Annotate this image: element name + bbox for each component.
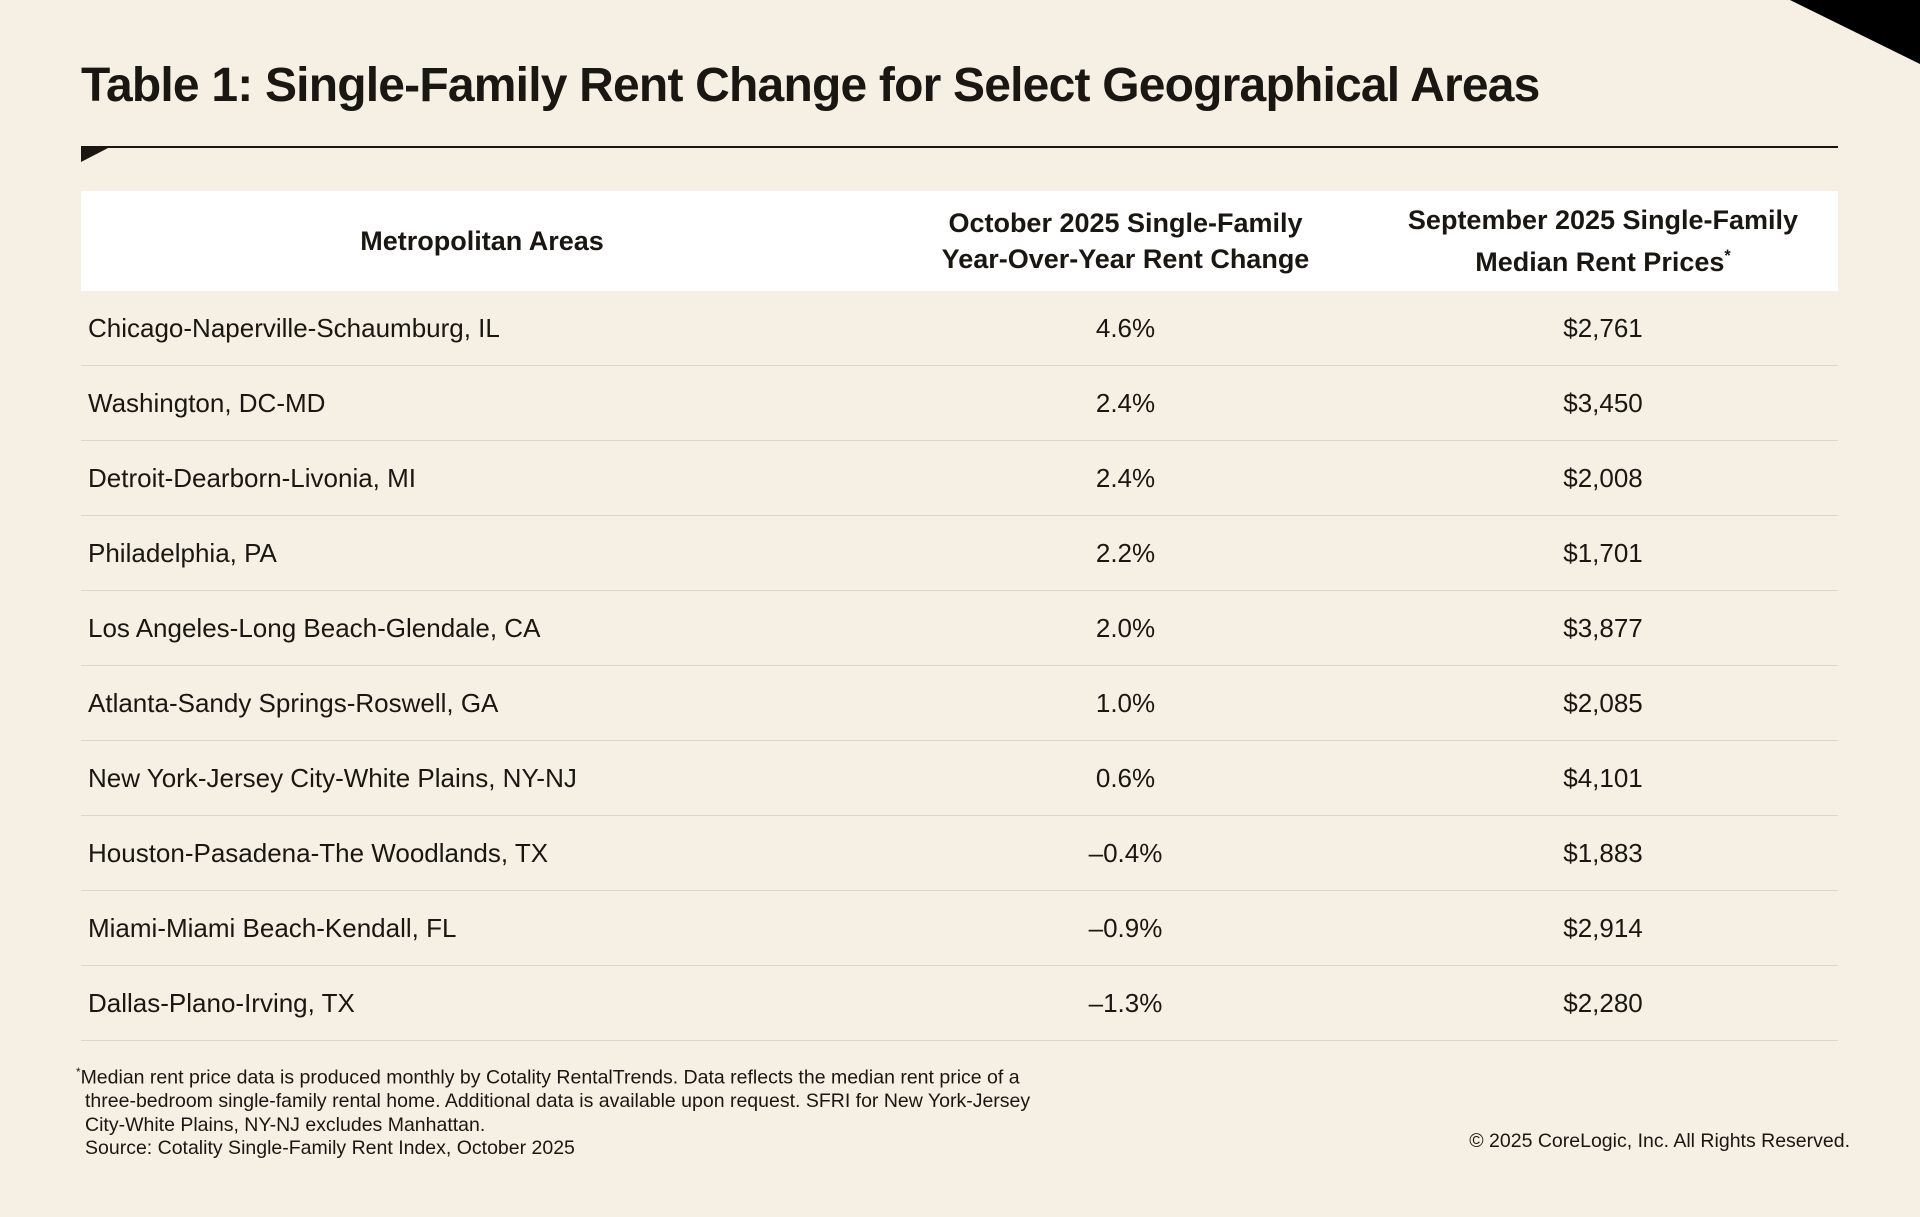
footnote-line: Median rent price data is produced month…: [80, 1066, 1020, 1089]
footnote-line: City-White Plains, NY-NJ excludes Manhat…: [85, 1113, 486, 1136]
copyright: © 2025 CoreLogic, Inc. All Rights Reserv…: [1469, 1130, 1850, 1152]
table-row: Detroit-Dearborn-Livonia, MI 2.4% $2,008: [81, 440, 1838, 516]
median-rent-cell: $3,450: [1368, 365, 1838, 441]
table-row: Los Angeles-Long Beach-Glendale, CA 2.0% $…: [81, 590, 1838, 666]
yoy-change-cell: 0.6%: [883, 740, 1368, 816]
header-yoy-line1: October 2025 Single-Family: [948, 208, 1303, 238]
metro-cell: Los Angeles-Long Beach-Glendale, CA: [81, 590, 883, 666]
header-metro: Metropolitan Areas: [81, 191, 883, 291]
median-rent-cell: $1,883: [1368, 815, 1838, 891]
yoy-change-cell: 2.0%: [883, 590, 1368, 666]
median-rent-cell: $1,701: [1368, 515, 1838, 591]
table-row: Houston-Pasadena-The Woodlands, TX –0.4% $…: [81, 815, 1838, 891]
header-median-line2: Median Rent Prices: [1475, 247, 1725, 277]
metro-cell: Detroit-Dearborn-Livonia, MI: [81, 440, 883, 516]
median-rent-cell: $2,914: [1368, 890, 1838, 966]
table-row: Atlanta-Sandy Springs-Roswell, GA 1.0% $2,…: [81, 665, 1838, 741]
yoy-change-cell: –0.9%: [883, 890, 1368, 966]
metro-cell: Washington, DC-MD: [81, 365, 883, 441]
table-row: Chicago-Naperville-Schaumburg, IL 4.6% $2,…: [81, 291, 1838, 366]
median-rent-cell: $2,085: [1368, 665, 1838, 741]
metro-cell: Houston-Pasadena-The Woodlands, TX: [81, 815, 883, 891]
median-rent-cell: $2,280: [1368, 965, 1838, 1041]
rent-table: Metropolitan Areas October 2025 Single-F…: [81, 191, 1838, 1041]
metro-cell: Chicago-Naperville-Schaumburg, IL: [81, 291, 883, 366]
divider-wedge: [81, 147, 110, 162]
footnote-marker: *: [1724, 247, 1731, 265]
yoy-change-cell: 2.2%: [883, 515, 1368, 591]
source-note: Source: Cotality Single-Family Rent Inde…: [85, 1137, 575, 1159]
header-row: Metropolitan Areas October 2025 Single-F…: [81, 191, 1838, 291]
metro-cell: Philadelphia, PA: [81, 515, 883, 591]
corner-decoration: [1790, 0, 1920, 64]
footnote: *Median rent price data is produced mont…: [76, 1061, 1030, 1161]
metro-cell: New York-Jersey City-White Plains, NY-NJ: [81, 740, 883, 816]
table-row: Philadelphia, PA 2.2% $1,701: [81, 515, 1838, 591]
header-median: September 2025 Single-Family Median Rent …: [1368, 191, 1838, 291]
yoy-change-cell: 4.6%: [883, 291, 1368, 366]
metro-cell: Atlanta-Sandy Springs-Roswell, GA: [81, 665, 883, 741]
table-row: New York-Jersey City-White Plains, NY-NJ…: [81, 740, 1838, 816]
median-rent-cell: $3,877: [1368, 590, 1838, 666]
footnote-line: three-bedroom single-family rental home.…: [85, 1090, 1031, 1112]
metro-cell: Dallas-Plano-Irving, TX: [81, 965, 883, 1041]
table-row: Miami-Miami Beach-Kendall, FL –0.9% $2,914: [81, 890, 1838, 966]
footnote-mark: *: [76, 1066, 81, 1079]
header-median-line1: September 2025 Single-Family: [1407, 205, 1799, 235]
header-yoy-line2: Year-Over-Year Rent Change: [941, 244, 1310, 274]
metro-cell: Miami-Miami Beach-Kendall, FL: [81, 890, 883, 966]
yoy-change-cell: –1.3%: [883, 965, 1368, 1041]
median-rent-cell: $2,761: [1368, 291, 1838, 366]
median-rent-cell: $2,008: [1368, 440, 1838, 516]
title-divider: [81, 146, 1838, 148]
table-row: Dallas-Plano-Irving, TX –1.3% $2,280: [81, 965, 1838, 1041]
page-title: Table 1: Single-Family Rent Change for S…: [81, 59, 1540, 112]
table-row: Washington, DC-MD 2.4% $3,450: [81, 365, 1838, 441]
yoy-change-cell: 1.0%: [883, 665, 1368, 741]
yoy-change-cell: –0.4%: [883, 815, 1368, 891]
header-yoy: October 2025 Single-Family Year-Over-Year…: [883, 191, 1368, 291]
median-rent-cell: $4,101: [1368, 740, 1838, 816]
yoy-change-cell: 2.4%: [883, 365, 1368, 441]
yoy-change-cell: 2.4%: [883, 440, 1368, 516]
